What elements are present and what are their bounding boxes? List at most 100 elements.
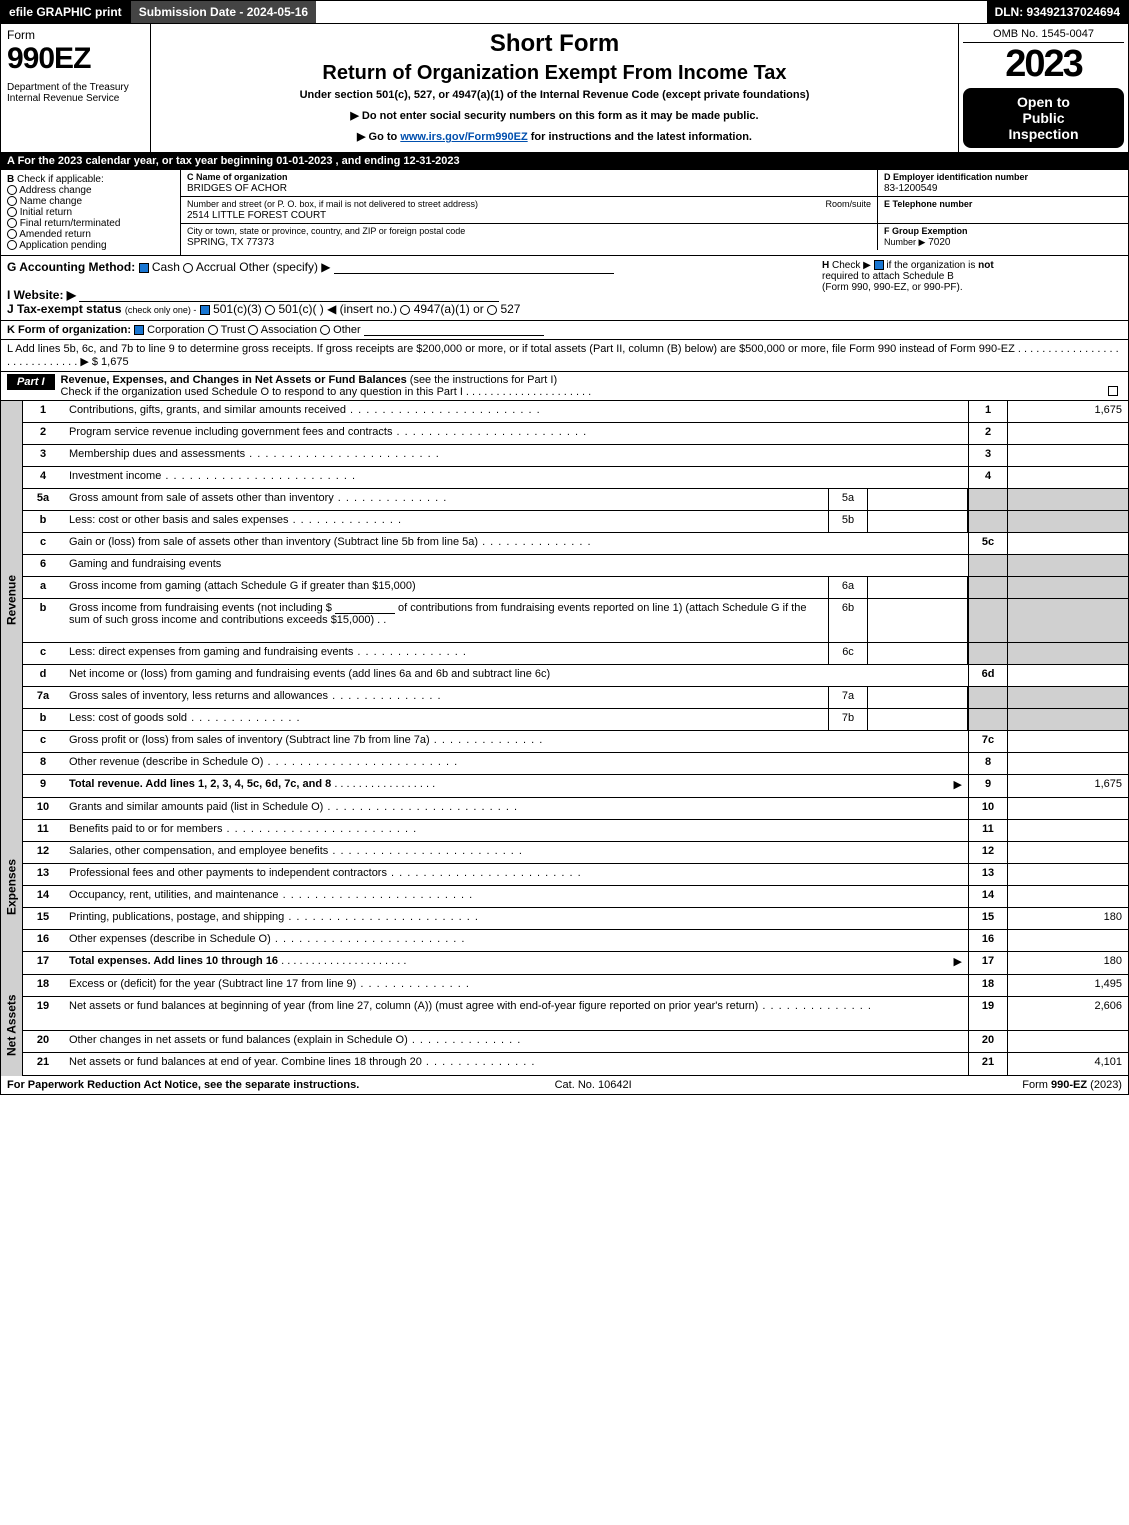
top-bar: efile GRAPHIC print Submission Date - 20… (0, 0, 1129, 24)
ln-14-k: 14 (968, 886, 1008, 907)
ln-6d-d: Net income or (loss) from gaming and fun… (63, 665, 968, 686)
website-input[interactable] (79, 290, 499, 302)
ln-3-d: Membership dues and assessments (63, 445, 968, 466)
ln-5a-d: Gross amount from sale of assets other t… (63, 489, 828, 510)
chk-corp[interactable] (134, 325, 144, 335)
ln-17-d: Total expenses. Add lines 10 through 16 … (63, 952, 968, 974)
part-1-check: Check if the organization used Schedule … (61, 386, 592, 398)
ln-19-n: 19 (23, 997, 63, 1030)
form-title: Return of Organization Exempt From Incom… (161, 62, 948, 85)
ln-7a-sv (868, 687, 968, 708)
side-expenses: Expenses (0, 798, 22, 975)
ln-17-n: 17 (23, 952, 63, 974)
ln-5b-sn: 5b (828, 511, 868, 532)
ln-13-n: 13 (23, 864, 63, 885)
street-cell: Number and street (or P. O. box, if mail… (181, 197, 878, 223)
chk-4947[interactable] (400, 305, 410, 315)
ln-6-v (1008, 555, 1128, 576)
lbl-accrual: Accrual (196, 260, 236, 274)
chk-final[interactable] (7, 218, 17, 228)
chk-schedule-o[interactable] (1108, 386, 1118, 396)
ein: 83-1200549 (884, 183, 937, 194)
ln-6b-amt[interactable] (335, 602, 395, 614)
form-word: Form (7, 28, 144, 42)
ln-7a-v (1008, 687, 1128, 708)
ln-10-d: Grants and similar amounts paid (list in… (63, 798, 968, 819)
street-label: Number and street (or P. O. box, if mail… (187, 199, 478, 209)
other-org-input[interactable] (364, 324, 544, 336)
lbl-amended: Amended return (19, 229, 91, 240)
other-method-input[interactable] (334, 262, 614, 274)
ln-4-v (1008, 467, 1128, 488)
j-sub: (check only one) - (125, 305, 197, 315)
lbl-501c3: 501(c)(3) (213, 302, 262, 316)
ln-18-k: 18 (968, 975, 1008, 996)
chk-assoc[interactable] (248, 325, 258, 335)
goto-pre: ▶ Go to (357, 131, 400, 143)
lbl-527: 527 (500, 302, 520, 316)
chk-other-org[interactable] (320, 325, 330, 335)
short-form-title: Short Form (161, 30, 948, 58)
street: 2514 LITTLE FOREST COURT (187, 210, 326, 221)
col-b: B Check if applicable: Address change Na… (1, 170, 181, 255)
chk-address[interactable] (7, 185, 17, 195)
chk-amended[interactable] (7, 229, 17, 239)
ln-7a-d: Gross sales of inventory, less returns a… (63, 687, 828, 708)
footer-mid: Cat. No. 10642I (555, 1079, 632, 1091)
ln-2-k: 2 (968, 423, 1008, 444)
ln-10-v (1008, 798, 1128, 819)
part-1-header: Part I Revenue, Expenses, and Changes in… (0, 372, 1129, 401)
ln-18-v: 1,495 (1008, 975, 1128, 996)
ln-6a-v (1008, 577, 1128, 598)
ln-6b-sn: 6b (828, 599, 868, 642)
lbl-name: Name change (20, 196, 82, 207)
ln-5a-k (968, 489, 1008, 510)
chk-application[interactable] (7, 240, 17, 250)
ln-5b-sv (868, 511, 968, 532)
ln-17-arrow: ▶ (954, 955, 962, 968)
g-label: G Accounting Method: (7, 260, 135, 274)
ln-11-n: 11 (23, 820, 63, 841)
ln-16-d: Other expenses (describe in Schedule O) (63, 930, 968, 951)
open-inspection: Open to Public Inspection (963, 88, 1124, 148)
part-1-title: Revenue, Expenses, and Changes in Net As… (61, 374, 407, 386)
ln-19-v: 2,606 (1008, 997, 1128, 1030)
ln-3-k: 3 (968, 445, 1008, 466)
chk-accrual[interactable] (183, 263, 193, 273)
ln-6b-n: b (23, 599, 63, 642)
chk-schedule-b[interactable] (874, 260, 884, 270)
chk-527[interactable] (487, 305, 497, 315)
chk-cash[interactable] (139, 263, 149, 273)
ln-6b-v (1008, 599, 1128, 642)
chk-initial[interactable] (7, 207, 17, 217)
chk-501c[interactable] (265, 305, 275, 315)
ln-6a-d: Gross income from gaming (attach Schedul… (63, 577, 828, 598)
line-a: A For the 2023 calendar year, or tax yea… (0, 153, 1129, 170)
org-name: BRIDGES OF ACHOR (187, 183, 287, 194)
ln-6-k (968, 555, 1008, 576)
footer: For Paperwork Reduction Act Notice, see … (0, 1076, 1129, 1095)
ln-5a-sn: 5a (828, 489, 868, 510)
net-assets-table: 18Excess or (deficit) for the year (Subt… (22, 975, 1129, 1076)
efile-print[interactable]: efile GRAPHIC print (1, 1, 130, 23)
ln-5c-d: Gain or (loss) from sale of assets other… (63, 533, 968, 554)
ln-18-d: Excess or (deficit) for the year (Subtra… (63, 975, 968, 996)
ln-6c-d: Less: direct expenses from gaming and fu… (63, 643, 828, 664)
footer-right-post: (2023) (1090, 1079, 1122, 1091)
lbl-application: Application pending (19, 240, 106, 251)
chk-trust[interactable] (208, 325, 218, 335)
dln: DLN: 93492137024694 (987, 1, 1128, 23)
ln-5c-v (1008, 533, 1128, 554)
chk-501c3[interactable] (200, 305, 210, 315)
chk-name[interactable] (7, 196, 17, 206)
room-label: Room/suite (825, 199, 871, 209)
line-k: K Form of organization: Corporation Trus… (0, 321, 1129, 340)
h-label: H (822, 260, 829, 271)
irs-link[interactable]: www.irs.gov/Form990EZ (400, 131, 527, 143)
c-label: C Name of organization (187, 172, 288, 182)
lbl-address: Address change (19, 185, 91, 196)
ln-7a-sn: 7a (828, 687, 868, 708)
lbl-cash: Cash (152, 260, 180, 274)
ln-2-v (1008, 423, 1128, 444)
ssn-note: ▶ Do not enter social security numbers o… (161, 109, 948, 122)
